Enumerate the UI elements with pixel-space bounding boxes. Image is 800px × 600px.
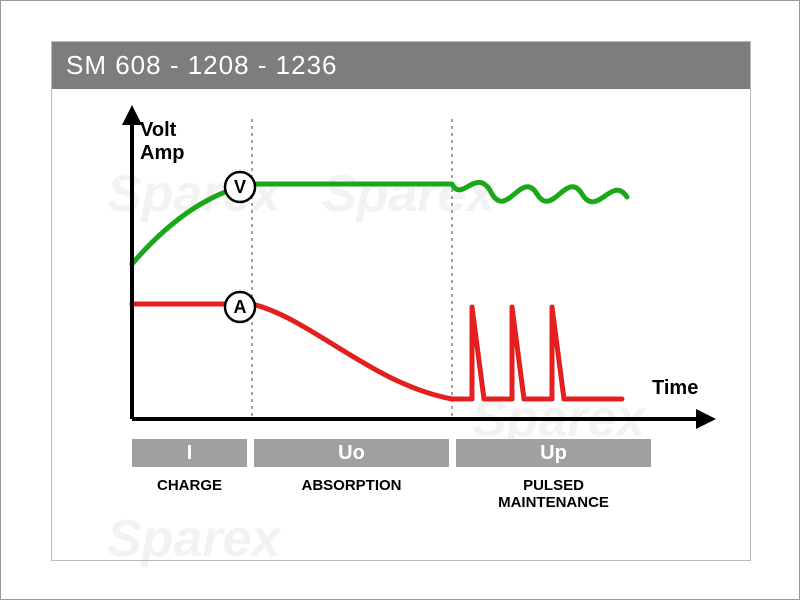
phase-label: CHARGE xyxy=(132,477,247,494)
phase-bar: Up xyxy=(456,439,651,467)
voltage-marker-label: V xyxy=(234,177,246,197)
phase-label: ABSORPTION xyxy=(254,477,449,494)
current-curve xyxy=(132,304,622,399)
y-axis-arrow xyxy=(122,105,142,125)
y-axis-label-volt: Volt xyxy=(140,119,184,142)
x-axis-arrow xyxy=(696,409,716,429)
title-text: SM 608 - 1208 - 1236 xyxy=(66,50,338,80)
inner-panel: SM 608 - 1208 - 1236 SparexSparexSparexS… xyxy=(51,41,751,561)
chart-area: SparexSparexSparexSparex VA Volt Amp Tim… xyxy=(52,89,750,557)
x-axis-label: Time xyxy=(652,377,698,400)
phase-label: PULSED MAINTENANCE xyxy=(456,477,651,511)
title-bar: SM 608 - 1208 - 1236 xyxy=(52,42,750,89)
phase-bar: Uo xyxy=(254,439,449,467)
outer-frame: SM 608 - 1208 - 1236 SparexSparexSparexS… xyxy=(0,0,800,600)
y-axis-label: Volt Amp xyxy=(140,119,184,165)
phase-bar: I xyxy=(132,439,247,467)
current-marker-label: A xyxy=(234,297,247,317)
voltage-curve xyxy=(132,182,627,264)
y-axis-label-amp: Amp xyxy=(140,142,184,165)
